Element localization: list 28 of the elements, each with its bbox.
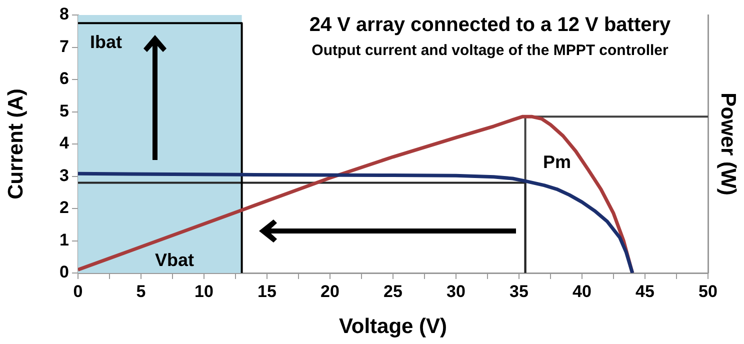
x-tick-label: 40	[572, 282, 592, 301]
x-tick-label: 5	[136, 282, 146, 301]
chart-title: 24 V array connected to a 12 V battery	[308, 14, 672, 37]
y-tick-label: 4	[60, 134, 70, 153]
annotation: Ibat	[90, 32, 122, 53]
y-tick-label: 5	[60, 101, 69, 120]
x-tick-label: 45	[636, 282, 654, 301]
y-tick-label: 3	[60, 166, 69, 185]
y-tick-label: 7	[60, 36, 69, 56]
x-tick-label: 35	[510, 282, 528, 301]
y-axis-title: Current (A)	[4, 88, 28, 200]
x-tick-label: 30	[446, 282, 466, 301]
x-axis-title: Voltage (V)	[338, 315, 448, 338]
annotation: Pm	[543, 152, 572, 173]
x-tick-label: 15	[258, 282, 276, 301]
y2-axis-title: Power (W)	[716, 92, 740, 196]
x-tick-label: 0	[73, 282, 83, 301]
y-tick-label: 1	[60, 230, 69, 250]
x-tick-label: 10	[194, 282, 214, 301]
y-tick-label: 2	[60, 198, 69, 218]
text: Output current and voltage of the MPPT controller	[310, 42, 670, 59]
annotation: Vbat	[155, 250, 194, 271]
x-tick-label: 25	[384, 282, 402, 301]
y-tick-label: 0	[60, 262, 69, 282]
x-tick-label: 20	[320, 282, 340, 301]
x-tick-label: 50	[698, 282, 718, 301]
y-tick-label: 8	[60, 4, 69, 24]
y-tick-label: 6	[60, 69, 69, 88]
